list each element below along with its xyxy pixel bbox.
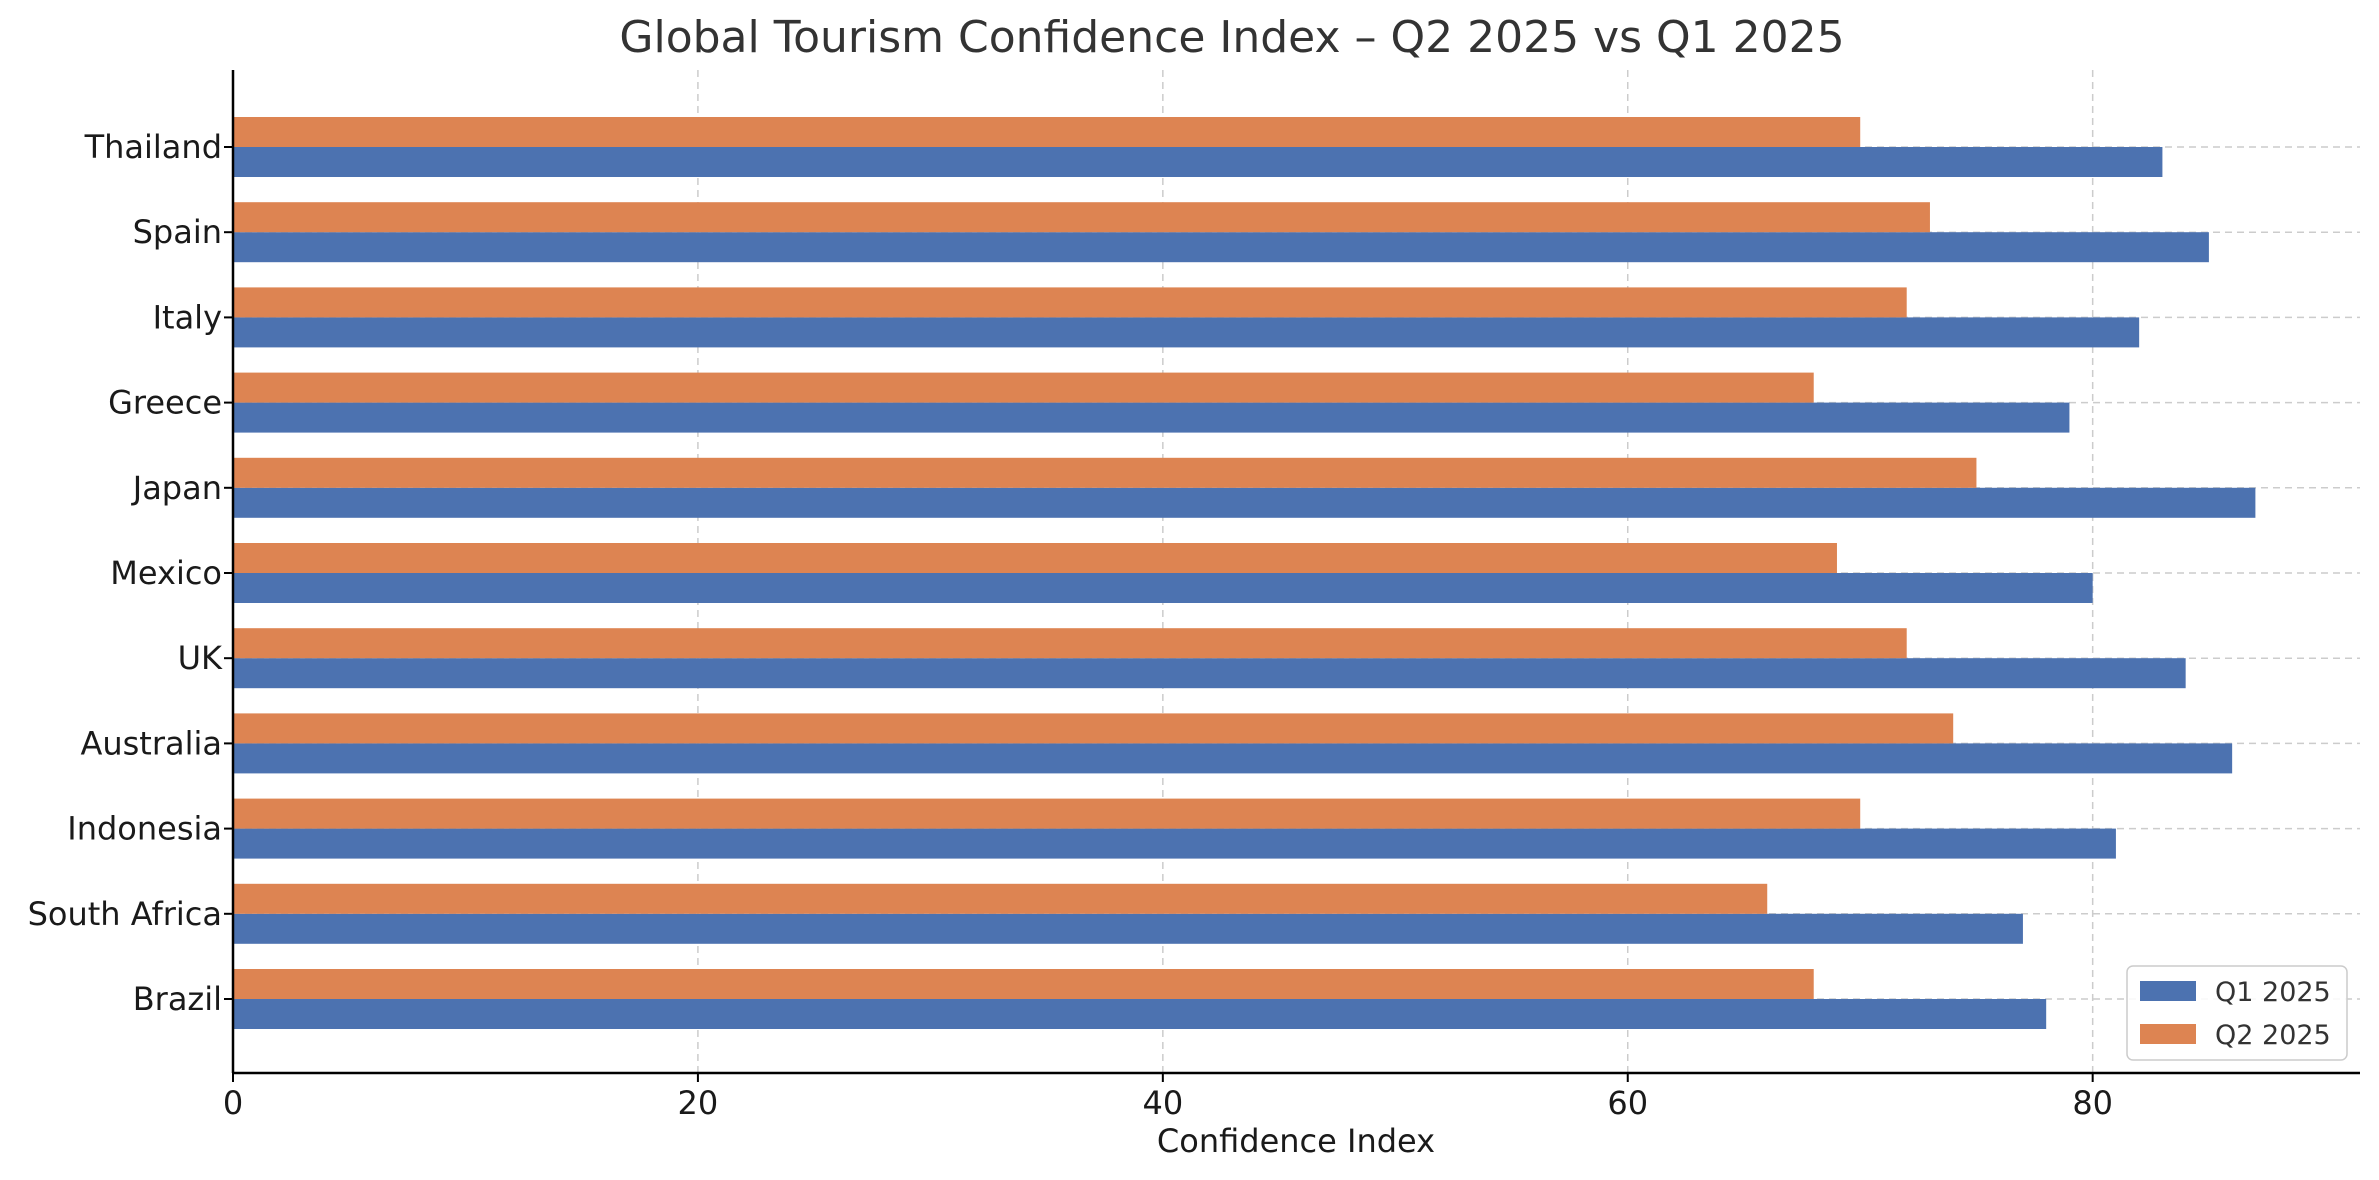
legend-label-q1: Q1 2025: [2215, 977, 2331, 1008]
bar-south-africa-q2-2025: Q2 2025 – South Africa: 66: [233, 883, 1768, 914]
bar-greece-q1-2025: Q1 2025 – Greece: 79: [233, 402, 2070, 433]
x-tick-label: 80: [2072, 1084, 2113, 1122]
bar-mexico-q1-2025: Q1 2025 – Mexico: 80: [233, 573, 2093, 603]
bar-italy-q2-2025: Q2 2025 – Italy: 72: [233, 287, 1907, 318]
bar-australia-q2-2025: Q2 2025 – Australia: 74: [233, 713, 1954, 744]
bar-uk-q1-2025: Q1 2025 – UK: 84: [233, 658, 2186, 689]
chart-title: Global Tourism Confidence Index – Q2 202…: [619, 12, 1844, 63]
bar-south-africa-q1-2025: Q1 2025 – South Africa: 77: [233, 913, 2023, 944]
legend-label-q2: Q2 2025: [2215, 1020, 2331, 1051]
bars: Q1 2025 – Thailand: 83Q2 2025 – Thailand…: [233, 117, 2256, 1029]
bar-greece-q2-2025: Q2 2025 – Greece: 68: [233, 372, 1814, 403]
x-tick-label: 60: [1607, 1084, 1648, 1122]
axes: [224, 70, 2360, 1082]
category-label-indonesia: Indonesia: [67, 810, 222, 848]
bar-italy-q1-2025: Q1 2025 – Italy: 82: [233, 317, 2140, 348]
bar-brazil-q1-2025: Q1 2025 – Brazil: 78: [233, 999, 2047, 1029]
category-label-italy: Italy: [153, 298, 222, 336]
bar-indonesia-q2-2025: Q2 2025 – Indonesia: 70: [233, 798, 1861, 829]
bar-brazil-q2-2025: Q2 2025 – Brazil: 68: [233, 969, 1814, 999]
bar-japan-q2-2025: Q2 2025 – Japan: 75: [233, 457, 1977, 488]
category-label-brazil: Brazil: [133, 980, 222, 1018]
legend: Q1 2025 Q2 2025: [2126, 965, 2348, 1061]
legend-swatch-q2: [2140, 1024, 2196, 1044]
bar-japan-q1-2025: Q1 2025 – Japan: 87: [233, 487, 2256, 518]
x-tick-label: 0: [223, 1084, 243, 1122]
category-label-south-africa: South Africa: [28, 895, 222, 933]
tick-labels: 0 20 40 60 80 Thailand Spain Italy Greece Japan Me…: [28, 128, 2113, 1122]
bar-thailand-q2-2025: Q2 2025 – Thailand: 70: [233, 117, 1861, 147]
x-tick-label: 20: [678, 1084, 719, 1122]
bar-spain-q1-2025: Q1 2025 – Spain: 85: [233, 232, 2209, 263]
bar-spain-q2-2025: Q2 2025 – Spain: 73: [233, 202, 1930, 233]
legend-swatch-q1: [2140, 981, 2196, 1001]
bar-uk-q2-2025: Q2 2025 – UK: 72: [233, 628, 1907, 659]
category-label-uk: UK: [178, 639, 223, 677]
category-label-japan: Japan: [131, 469, 222, 507]
bar-indonesia-q1-2025: Q1 2025 – Indonesia: 81: [233, 828, 2116, 859]
category-label-spain: Spain: [133, 213, 222, 251]
category-label-greece: Greece: [108, 384, 222, 422]
category-label-thailand: Thailand: [84, 128, 222, 166]
x-axis-label: Confidence Index: [1157, 1122, 1435, 1160]
category-label-australia: Australia: [80, 724, 222, 762]
bar-mexico-q2-2025: Q2 2025 – Mexico: 69: [233, 543, 1837, 573]
bar-australia-q1-2025: Q1 2025 – Australia: 86: [233, 743, 2233, 774]
x-tick-label: 40: [1142, 1084, 1183, 1122]
bar-thailand-q1-2025: Q1 2025 – Thailand: 83: [233, 147, 2163, 177]
category-label-mexico: Mexico: [110, 554, 222, 592]
